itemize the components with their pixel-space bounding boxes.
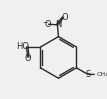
Text: +: + xyxy=(58,20,62,25)
Text: N: N xyxy=(55,20,61,29)
Text: HO: HO xyxy=(16,42,29,51)
Text: CH₃: CH₃ xyxy=(97,72,107,77)
Text: O: O xyxy=(62,13,68,22)
Text: S: S xyxy=(86,70,91,79)
Text: −: − xyxy=(43,20,48,25)
Text: O: O xyxy=(25,54,31,63)
Text: O: O xyxy=(44,20,51,29)
